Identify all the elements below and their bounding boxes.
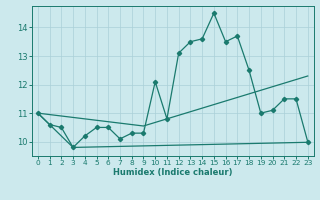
X-axis label: Humidex (Indice chaleur): Humidex (Indice chaleur) (113, 168, 233, 177)
